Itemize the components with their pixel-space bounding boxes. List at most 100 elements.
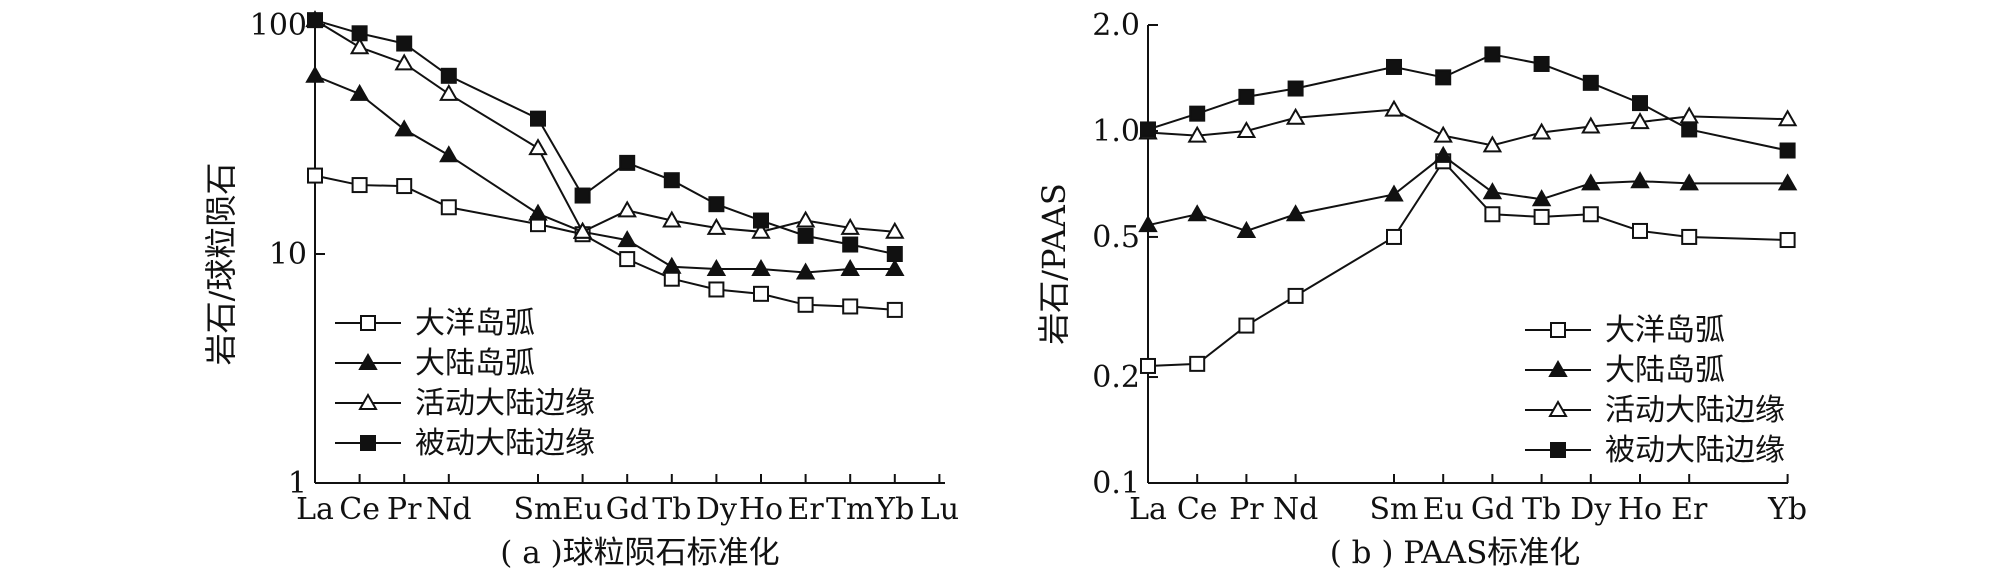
legend-entry: 大陆岛弧 xyxy=(1525,353,1725,388)
y-tick-label: 1 xyxy=(288,466,307,501)
legend-label: 被动大陆边缘 xyxy=(415,426,595,461)
data-point-tm xyxy=(842,236,859,253)
legend-entry: 大洋岛弧 xyxy=(1525,313,1725,348)
x-tick-label-ce: Ce xyxy=(1177,492,1218,527)
data-point-ce xyxy=(1187,125,1207,143)
chart-panel-b: 0.1 0.2 0.5 1.0 2.0 La Ce Pr Nd Sm Eu Gd Tb Dy Ho Er Yb 岩… xyxy=(1035,8,1807,571)
data-point-dy xyxy=(706,217,727,235)
x-tick-label-gd: Gd xyxy=(1471,492,1514,527)
data-point-ho xyxy=(1632,95,1648,112)
series-filled-square xyxy=(307,12,903,262)
data-point-sm xyxy=(1386,228,1402,245)
y-tick-label: 0.5 xyxy=(1092,220,1140,255)
data-point-nd xyxy=(1285,107,1306,125)
data-point-er xyxy=(795,210,816,228)
legend-entry: 大陆岛弧 xyxy=(335,346,535,381)
panel-caption: ( b ) PAAS标准化 xyxy=(1330,535,1581,571)
data-point-tm xyxy=(842,298,859,315)
data-point-ce xyxy=(351,25,368,42)
data-point-pr xyxy=(1236,220,1257,238)
data-point-yb xyxy=(1779,232,1796,249)
x-tick-label-ho: Ho xyxy=(1618,492,1662,527)
data-point-gd xyxy=(619,154,636,171)
legend-label: 大陆岛弧 xyxy=(415,346,535,381)
data-point-tb xyxy=(663,270,680,287)
data-point-tb xyxy=(1531,189,1552,207)
data-point-la xyxy=(1140,357,1156,374)
data-point-eu xyxy=(1433,125,1453,143)
data-point-sm xyxy=(1384,184,1404,202)
x-tick-label-pr: Pr xyxy=(387,492,422,527)
data-point-yb xyxy=(1777,173,1798,191)
data-point-pr xyxy=(1238,88,1255,105)
y-axis-label: 岩石/球粒陨石 xyxy=(202,163,240,366)
legend-marker xyxy=(1550,442,1566,458)
data-point-ho xyxy=(1630,171,1650,189)
data-point-tm xyxy=(840,258,860,276)
data-point-yb xyxy=(1779,142,1796,159)
data-point-tb xyxy=(1531,122,1552,140)
data-point-la xyxy=(307,167,323,184)
data-point-dy xyxy=(706,258,727,276)
x-tick-label-ho: Ho xyxy=(739,492,783,527)
x-tick-label-tb: Tb xyxy=(652,492,691,527)
series-open-triangle xyxy=(1138,99,1798,153)
x-tick-label-eu: Eu xyxy=(562,492,603,527)
x-tick-label-eu: Eu xyxy=(1423,492,1464,527)
data-point-sm xyxy=(530,110,546,127)
x-tick-label-dy: Dy xyxy=(696,492,737,527)
data-point-er xyxy=(1679,106,1699,124)
x-tick-label-sm: Sm xyxy=(1370,492,1419,527)
data-point-nd xyxy=(440,67,457,84)
y-axis-label: 岩石/PAAS xyxy=(1035,183,1073,345)
legend-label: 大洋岛弧 xyxy=(1605,313,1725,348)
data-point-er xyxy=(1681,121,1698,138)
data-point-er xyxy=(1679,173,1699,191)
data-point-er xyxy=(797,227,814,244)
data-point-eu xyxy=(572,221,593,239)
x-tick-label-la: La xyxy=(296,492,334,527)
series-open-square xyxy=(1140,153,1796,374)
legend-label: 活动大陆边缘 xyxy=(415,386,595,421)
data-point-tb xyxy=(1533,55,1550,72)
x-tick-label-tm: Tm xyxy=(826,492,874,527)
data-point-ho xyxy=(753,212,769,229)
data-point-la xyxy=(1140,121,1156,138)
data-point-gd xyxy=(1484,206,1501,223)
data-point-nd xyxy=(440,199,457,216)
legend-marker xyxy=(1548,359,1568,377)
x-tick-label-sm: Sm xyxy=(514,492,563,527)
data-point-gd xyxy=(1482,182,1503,200)
x-tick-label-er: Er xyxy=(787,492,824,527)
data-point-sm xyxy=(528,138,548,156)
data-point-er xyxy=(797,296,814,313)
panel-caption: ( a )球粒陨石标准化 xyxy=(500,535,779,571)
data-point-nd xyxy=(439,145,459,163)
data-point-er xyxy=(1681,228,1698,245)
data-point-ho xyxy=(751,221,771,239)
data-point-gd xyxy=(1484,46,1501,63)
legend-marker xyxy=(360,315,376,331)
series-line-open-triangle xyxy=(1147,108,1788,147)
data-point-tb xyxy=(662,210,682,228)
series-line-filled-triangle xyxy=(1147,154,1788,233)
data-point-yb xyxy=(885,258,905,276)
data-point-ho xyxy=(1632,222,1648,239)
data-point-ce xyxy=(349,83,370,101)
chart-panel-a: 1 10 100 La Ce Pr Nd Sm Eu Gd Tb Dy Ho Er Tm Yb Lu 岩石/球粒陨… xyxy=(202,8,959,571)
legend-marker xyxy=(1548,399,1568,417)
data-point-yb xyxy=(1777,109,1798,127)
data-point-yb xyxy=(886,246,903,262)
data-point-nd xyxy=(1285,204,1306,222)
legend-entry: 活动大陆边缘 xyxy=(1525,393,1785,428)
data-point-nd xyxy=(1287,287,1304,304)
legend-label: 大洋岛弧 xyxy=(415,306,535,341)
y-tick-label: 10 xyxy=(269,237,307,272)
legend-marker xyxy=(358,352,378,370)
series-line-filled-square xyxy=(1147,53,1788,152)
series-filled-triangle xyxy=(1138,145,1798,238)
data-point-sm xyxy=(528,203,548,221)
series-line-open-square xyxy=(1147,159,1788,367)
x-tick-label-la: La xyxy=(1129,492,1167,527)
